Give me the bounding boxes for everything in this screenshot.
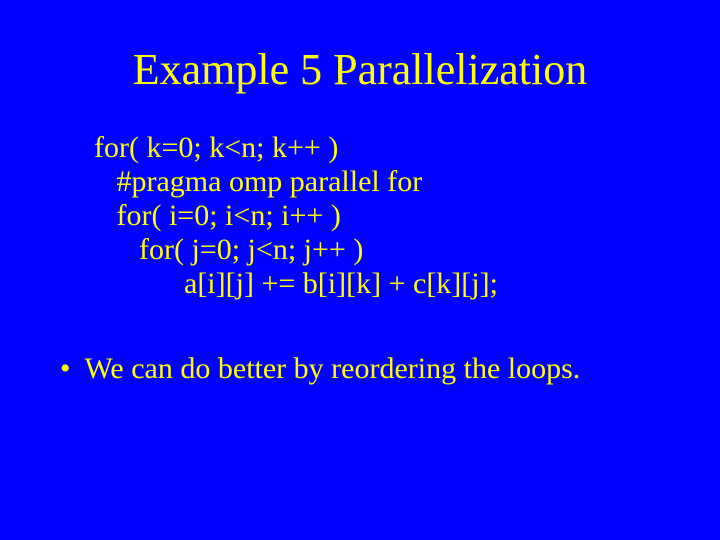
code-line-4: a[i][j] += b[i][k] + c[k][j]; — [94, 267, 662, 301]
bullet-item: • We can do better by reordering the loo… — [60, 349, 662, 388]
bullet-text: We can do better by reordering the loops… — [85, 349, 581, 388]
code-block: for( k=0; k<n; k++ ) #pragma omp paralle… — [94, 131, 662, 301]
slide: Example 5 Parallelization for( k=0; k<n;… — [0, 0, 720, 540]
code-line-1: #pragma omp parallel for — [94, 165, 662, 199]
code-line-3: for( j=0; j<n; j++ ) — [94, 233, 662, 267]
code-line-0: for( k=0; k<n; k++ ) — [94, 131, 662, 165]
slide-title: Example 5 Parallelization — [58, 44, 662, 95]
code-line-2: for( i=0; i<n; i++ ) — [94, 199, 662, 233]
bullet-marker: • — [60, 349, 71, 388]
